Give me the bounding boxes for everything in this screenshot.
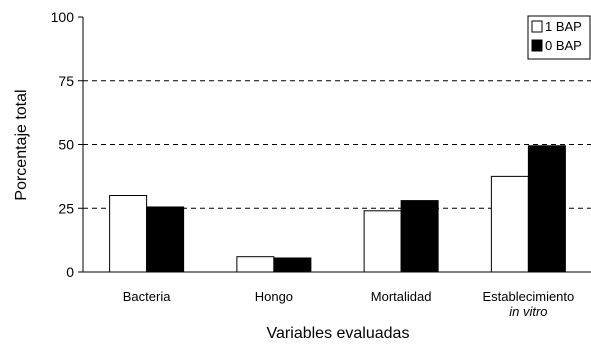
- legend-swatch: [531, 39, 543, 52]
- bar-0-bap: [273, 257, 312, 273]
- bar-1-bap: [236, 256, 275, 273]
- bars-layer: [109, 145, 566, 273]
- x-axis-title: Variables evaluadas: [267, 325, 410, 342]
- y-tick-label: 25: [58, 200, 74, 216]
- bar-1-bap: [109, 195, 148, 273]
- x-category-label: Bacteria: [123, 289, 171, 304]
- bar-1-bap: [363, 210, 402, 273]
- bar-1-bap: [490, 175, 529, 273]
- x-category-label-line2: in vitro: [509, 304, 547, 319]
- bar-0-bap: [400, 200, 439, 273]
- y-tick-label: 100: [51, 9, 75, 25]
- y-tick-label: 75: [58, 73, 74, 89]
- y-axis-title: Porcentaje total: [13, 89, 30, 200]
- legend: 1 BAP 0 BAP: [527, 15, 591, 60]
- y-tick-label: 0: [66, 264, 74, 280]
- bar-0-bap: [146, 206, 185, 273]
- x-category-label: Establecimiento: [482, 289, 574, 304]
- y-ticks: 0 25 50 75 100: [51, 9, 83, 280]
- legend-swatch: [531, 20, 543, 33]
- x-category-label: Hongo: [255, 289, 293, 304]
- y-tick-label: 50: [58, 137, 74, 153]
- x-category-labels: Bacteria Hongo Mortalidad Establecimientoin…: [123, 289, 574, 319]
- x-category-label: Mortalidad: [371, 289, 432, 304]
- legend-label: 0 BAP: [545, 38, 582, 53]
- bar-0-bap: [527, 145, 566, 273]
- legend-label: 1 BAP: [545, 19, 582, 34]
